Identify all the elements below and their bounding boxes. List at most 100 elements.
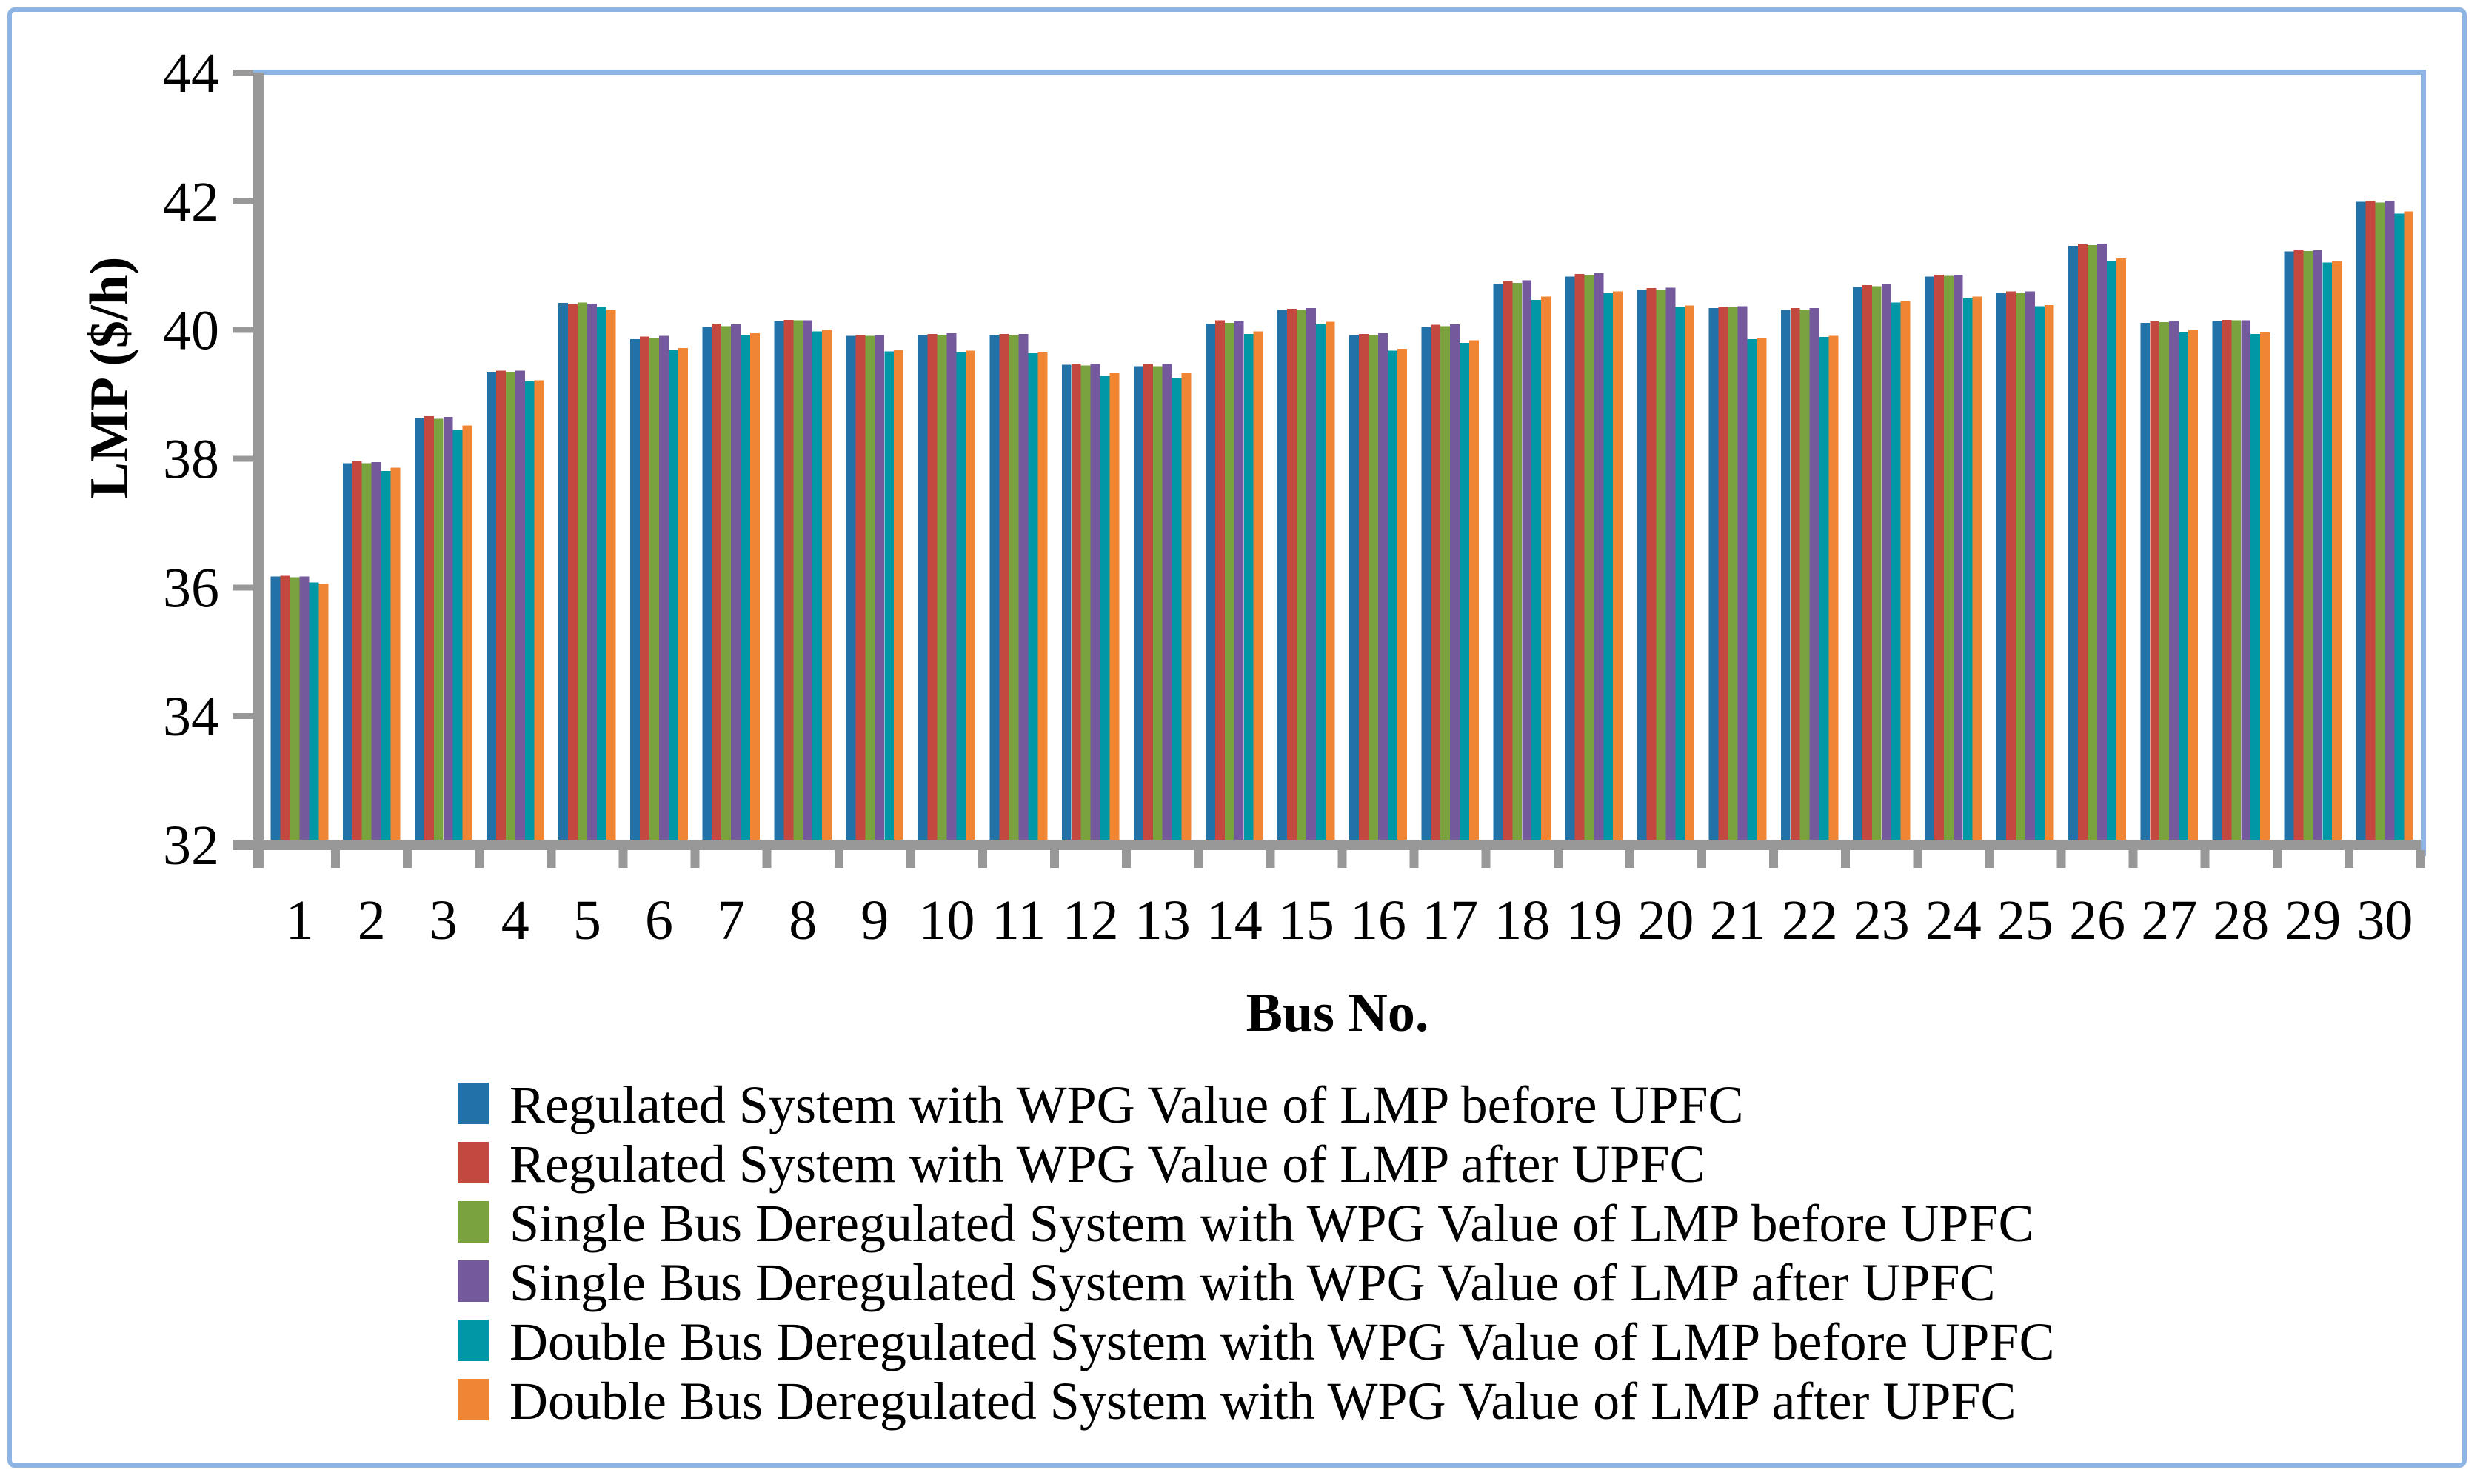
bar: [1469, 340, 1479, 846]
bar: [433, 418, 444, 845]
bar: [2250, 333, 2261, 845]
bar: [318, 584, 329, 845]
bar: [1819, 337, 1829, 845]
x-tick-mark: [2272, 850, 2282, 868]
x-tick-label: 8: [789, 889, 817, 952]
bar: [803, 320, 813, 846]
bar: [1900, 301, 1911, 846]
bar: [2212, 321, 2222, 845]
bar: [2375, 202, 2385, 846]
bar: [606, 309, 616, 845]
bar: [1181, 372, 1192, 845]
y-tick-label: 44: [163, 42, 219, 104]
x-tick-mark: [1481, 850, 1491, 868]
bar: [290, 577, 300, 845]
x-tick-label: 23: [1854, 889, 1910, 952]
bar: [452, 430, 463, 845]
bar: [956, 352, 966, 846]
x-tick-mark: [1122, 850, 1132, 868]
bar: [496, 370, 506, 845]
plot-right-border: [2421, 70, 2426, 856]
bar: [1080, 365, 1091, 845]
x-tick-label: 22: [1782, 889, 1838, 952]
bar: [1369, 335, 1378, 846]
bar: [1100, 376, 1110, 845]
bar: [1162, 364, 1172, 845]
bar: [2356, 201, 2366, 845]
legend-item: Single Bus Deregulated System with WPG V…: [458, 1194, 2034, 1253]
bar: [865, 335, 875, 845]
bar: [505, 372, 515, 845]
x-tick-mark: [1841, 850, 1851, 868]
plot-border-layer: [253, 70, 2426, 856]
legend-item: Regulated System with WPG Value of LMP a…: [458, 1134, 1705, 1194]
bar: [381, 471, 391, 845]
x-tick-mark: [1913, 850, 1922, 868]
bar: [424, 416, 434, 845]
bar: [2078, 244, 2088, 846]
bar: [1071, 363, 1081, 845]
bar: [884, 351, 895, 845]
bar: [2222, 319, 2232, 845]
series-6: [318, 211, 2414, 846]
x-tick-label: 9: [860, 889, 889, 952]
x-tick-label: 12: [1063, 889, 1119, 952]
bar: [2365, 201, 2376, 845]
bar: [1306, 308, 1316, 846]
bar: [1728, 307, 1738, 845]
x-tick-label: 15: [1278, 889, 1334, 952]
bar: [2404, 211, 2414, 845]
x-tick-mark: [834, 850, 843, 868]
bar: [1133, 366, 1143, 845]
bar: [659, 335, 669, 845]
bar: [309, 582, 319, 845]
legend-swatch: [458, 1260, 489, 1302]
legend-item: Double Bus Deregulated System with WPG V…: [458, 1312, 2055, 1371]
series-1: [270, 201, 2366, 846]
bar: [414, 418, 424, 845]
bar: [1349, 335, 1360, 846]
bar: [2322, 262, 2333, 845]
x-tick-mark: [978, 850, 987, 868]
x-tick-mark: [2056, 850, 2066, 868]
bar: [846, 335, 856, 845]
bar: [999, 333, 1009, 845]
y-tick-mark: [233, 584, 253, 591]
bar: [2107, 260, 2116, 845]
bar: [1613, 291, 1623, 845]
x-tick-mark: [2128, 850, 2138, 868]
x-tick-label: 30: [2356, 889, 2413, 952]
x-tick-mark: [1985, 850, 1994, 868]
y-tick-label: 34: [163, 686, 219, 748]
x-tick-label: 11: [992, 889, 1046, 952]
bar: [1287, 309, 1297, 845]
bar: [1675, 307, 1685, 845]
legend-label: Single Bus Deregulated System with WPG V…: [509, 1194, 2034, 1253]
bar: [1790, 308, 1800, 846]
x-tick-mark: [1266, 850, 1275, 868]
bar: [1206, 324, 1215, 845]
bar: [1962, 298, 1973, 846]
bar: [270, 576, 281, 845]
x-axis-line: [233, 840, 2421, 850]
x-tick-label: 24: [1925, 889, 1982, 952]
plot-top-border: [253, 70, 2426, 75]
x-tick-mark: [1553, 850, 1563, 868]
series-5: [309, 213, 2405, 846]
bar: [640, 336, 650, 845]
x-tick-mark: [762, 850, 772, 868]
y-tick-mark: [233, 327, 253, 333]
bar: [2044, 304, 2054, 845]
legend: Regulated System with WPG Value of LMP b…: [458, 1075, 2055, 1431]
bar: [750, 333, 760, 845]
bar: [1522, 280, 1532, 845]
bar: [2097, 244, 2107, 845]
y-tick-label: 42: [163, 171, 219, 233]
bar: [1061, 364, 1072, 846]
bar: [1862, 284, 1872, 845]
legend-item: Regulated System with WPG Value of LMP b…: [458, 1075, 1744, 1134]
bar: [1656, 289, 1666, 845]
bar: [2140, 323, 2151, 846]
series-2: [280, 201, 2376, 846]
bar: [1708, 308, 1719, 846]
